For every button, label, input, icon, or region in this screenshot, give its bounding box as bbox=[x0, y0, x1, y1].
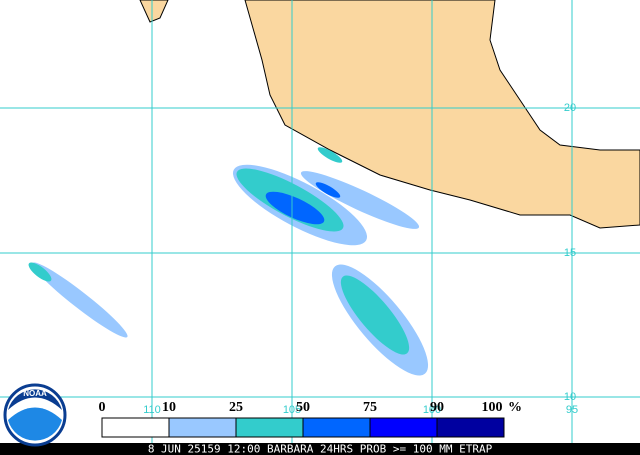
lat-label: 10 bbox=[564, 391, 576, 403]
legend-swatch bbox=[302, 417, 371, 438]
legend-label: 90 bbox=[430, 400, 444, 415]
legend-unit: % bbox=[508, 400, 522, 415]
legend-label: 50 bbox=[296, 400, 310, 415]
legend-swatch bbox=[436, 417, 505, 438]
legend-swatch bbox=[369, 417, 438, 438]
caption-bar bbox=[0, 443, 640, 455]
lon-label: 100 bbox=[423, 404, 441, 416]
lon-label: 105 bbox=[283, 404, 301, 416]
precip-prob bbox=[28, 147, 429, 376]
legend-label: 25 bbox=[229, 400, 243, 415]
land bbox=[244, 0, 640, 229]
legend: 0 10 25 50 75 90 100% bbox=[99, 400, 522, 438]
legend-label: 0 bbox=[99, 400, 106, 415]
legend-swatch bbox=[168, 417, 237, 438]
legend-label: 10 bbox=[162, 400, 176, 415]
noaa-logo: NOAA bbox=[3, 383, 67, 447]
legend-label: 100 bbox=[482, 400, 503, 415]
legend-swatch bbox=[101, 417, 170, 438]
lon-label: 95 bbox=[566, 404, 578, 416]
legend-label: 75 bbox=[363, 400, 377, 415]
caption: 8 JUN 25159 12:00 BARBARA 24HRS PROB >= … bbox=[148, 443, 493, 455]
baja-tip bbox=[139, 0, 169, 23]
grid bbox=[0, 0, 640, 443]
lat-label: 15 bbox=[564, 247, 576, 259]
lat-label: 20 bbox=[564, 102, 576, 114]
legend-swatch bbox=[235, 417, 304, 438]
logo-text: NOAA bbox=[23, 389, 47, 398]
lon-label: 110 bbox=[143, 404, 161, 416]
